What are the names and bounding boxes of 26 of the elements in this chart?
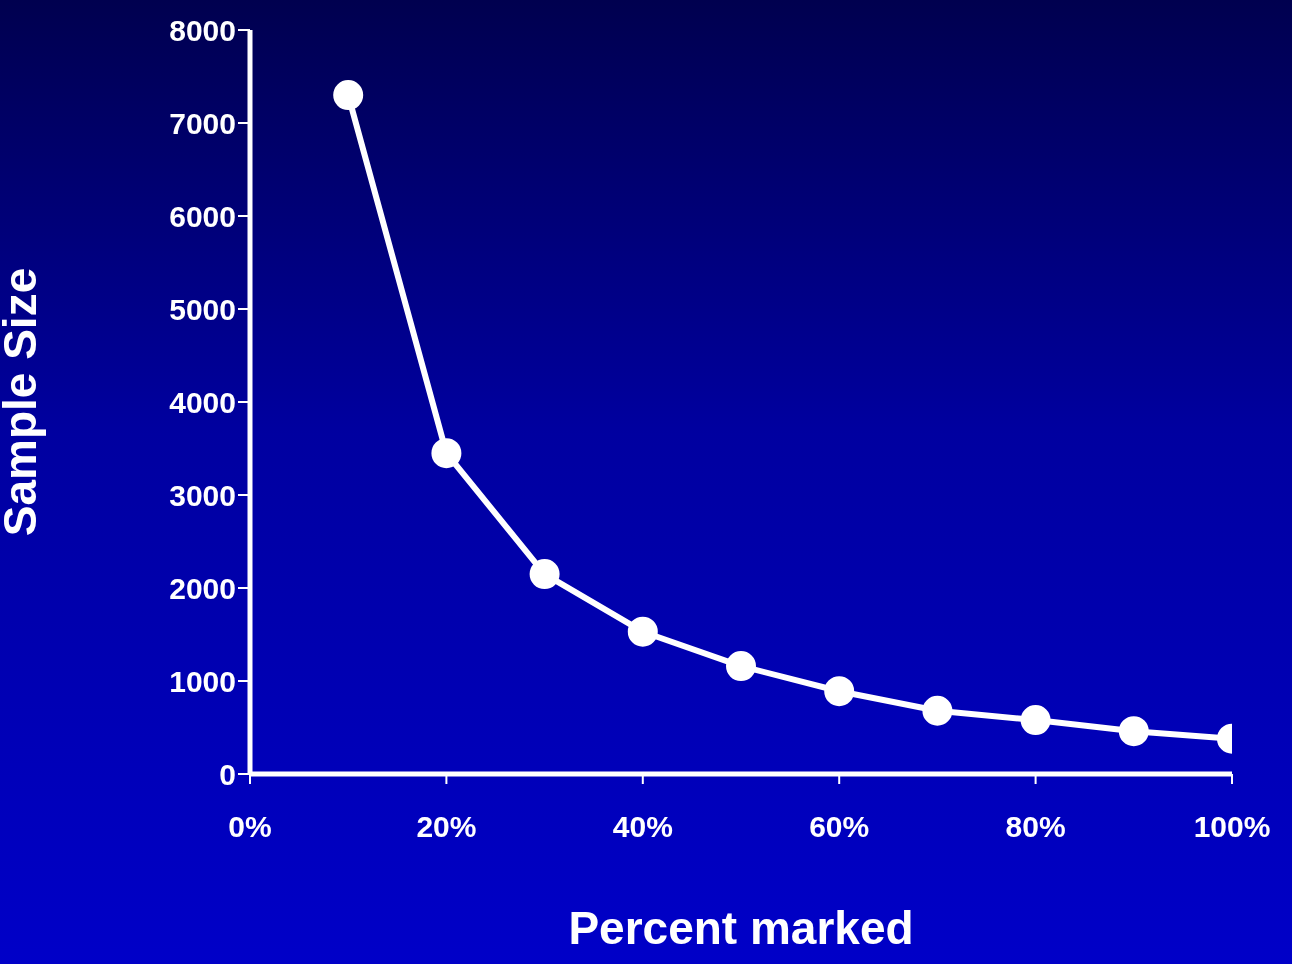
point [824, 676, 855, 707]
point [431, 438, 462, 469]
point [529, 559, 560, 590]
y-tick-label: 8000 [169, 13, 236, 47]
y-tick-label: 7000 [169, 106, 236, 140]
y-tick-label: 4000 [169, 385, 236, 419]
point [1020, 705, 1051, 736]
x-tick-label: 0% [228, 810, 272, 844]
x-tick-label: 60% [809, 810, 870, 844]
y-tick-label: 3000 [169, 478, 236, 512]
y-tick-label: 1000 [169, 664, 236, 698]
y-tick-label: 0 [219, 757, 236, 791]
x-tick-label: 20% [416, 810, 477, 844]
x-axis-title: Percent marked [568, 902, 914, 954]
point [1118, 716, 1149, 747]
y-tick-label: 5000 [169, 292, 236, 326]
x-tick-label: 100% [1193, 810, 1271, 844]
point [726, 651, 756, 682]
y-tick-label: 6000 [169, 199, 236, 233]
x-tick-label: 40% [612, 810, 673, 844]
point [333, 80, 364, 111]
y-tick-label: 2000 [169, 571, 236, 605]
y-axis-title: Sample Size [0, 267, 47, 537]
point [627, 616, 658, 647]
point [922, 695, 953, 726]
x-tick-label: 80% [1005, 810, 1066, 844]
